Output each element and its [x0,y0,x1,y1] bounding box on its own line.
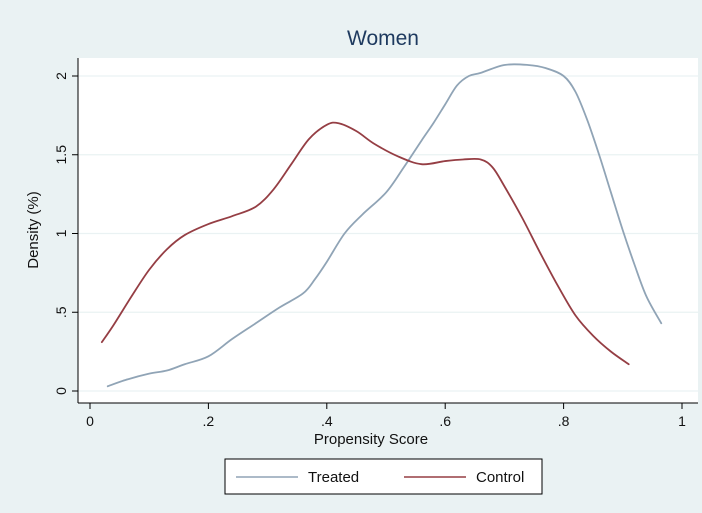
x-tick-label-2: .4 [321,413,333,429]
y-axis-title: Density (%) [25,191,42,269]
x-axis-ticks: 0 .2 .4 .6 .8 1 [86,403,686,429]
y-tick-label-4: 2 [53,72,69,80]
y-tick-label-2: 1 [53,229,69,237]
series-line-control [100,121,630,366]
legend-label-treated: Treated [308,469,359,486]
x-tick-label-5: 1 [678,413,686,429]
legend-label-control: Control [476,469,524,486]
legend: Treated Control [224,458,543,495]
x-tick-label-3: .6 [439,413,451,429]
gridlines [78,75,698,392]
x-tick-label-0: 0 [86,413,94,429]
series-layer [100,63,663,388]
chart-title: Women [347,27,419,50]
y-tick-label-1: .5 [53,306,69,318]
y-tick-label-3: 1.5 [53,145,69,165]
y-axis-ticks: 0 .5 1 1.5 2 [53,72,78,395]
y-tick-label-0: 0 [53,387,69,395]
x-tick-label-1: .2 [203,413,215,429]
x-axis-title: Propensity Score [314,431,428,448]
plot-area [78,58,698,403]
series-line-treated [106,63,663,388]
x-tick-label-4: .8 [558,413,570,429]
